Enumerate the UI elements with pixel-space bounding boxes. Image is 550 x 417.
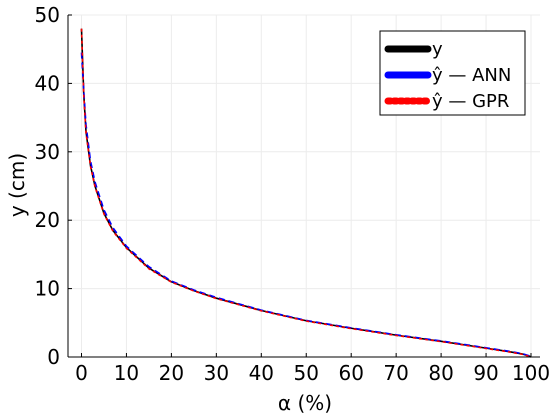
x-tick-label: 0 [75,361,88,385]
y-axis-label: y (cm) [5,153,29,217]
legend-label-2: ŷ — GPR [432,91,509,112]
y-tick-label: 50 [35,3,60,27]
x-tick-label: 80 [428,361,453,385]
x-tick-label: 50 [294,361,319,385]
ticks-layer: 0 10 20 30 40 50 60 70 80 90 100 0 10 20 30 40 50 [35,3,550,385]
x-tick-label: 10 [114,361,139,385]
x-tick-label: 70 [383,361,408,385]
x-tick-label: 60 [338,361,363,385]
x-tick-label: 100 [512,361,550,385]
series-line-2 [80,28,532,358]
x-axis-label: α (%) [278,391,332,415]
x-tick-label: 90 [473,361,498,385]
x-tick-label: 40 [249,361,274,385]
y-tick-label: 10 [35,277,60,301]
x-tick-label: 30 [204,361,229,385]
y-tick-label: 0 [47,345,60,369]
axes-layer [67,15,540,358]
y-tick-label: 30 [35,140,60,164]
legend-label-1: ŷ — ANN [432,65,511,86]
legend-label-0: y [432,39,443,60]
y-tick-label: 20 [35,208,60,232]
x-tick-label: 20 [159,361,184,385]
series-layer [80,28,532,358]
legend: y ŷ — ANN ŷ — GPR [379,30,526,116]
y-tick-label: 40 [35,71,60,95]
